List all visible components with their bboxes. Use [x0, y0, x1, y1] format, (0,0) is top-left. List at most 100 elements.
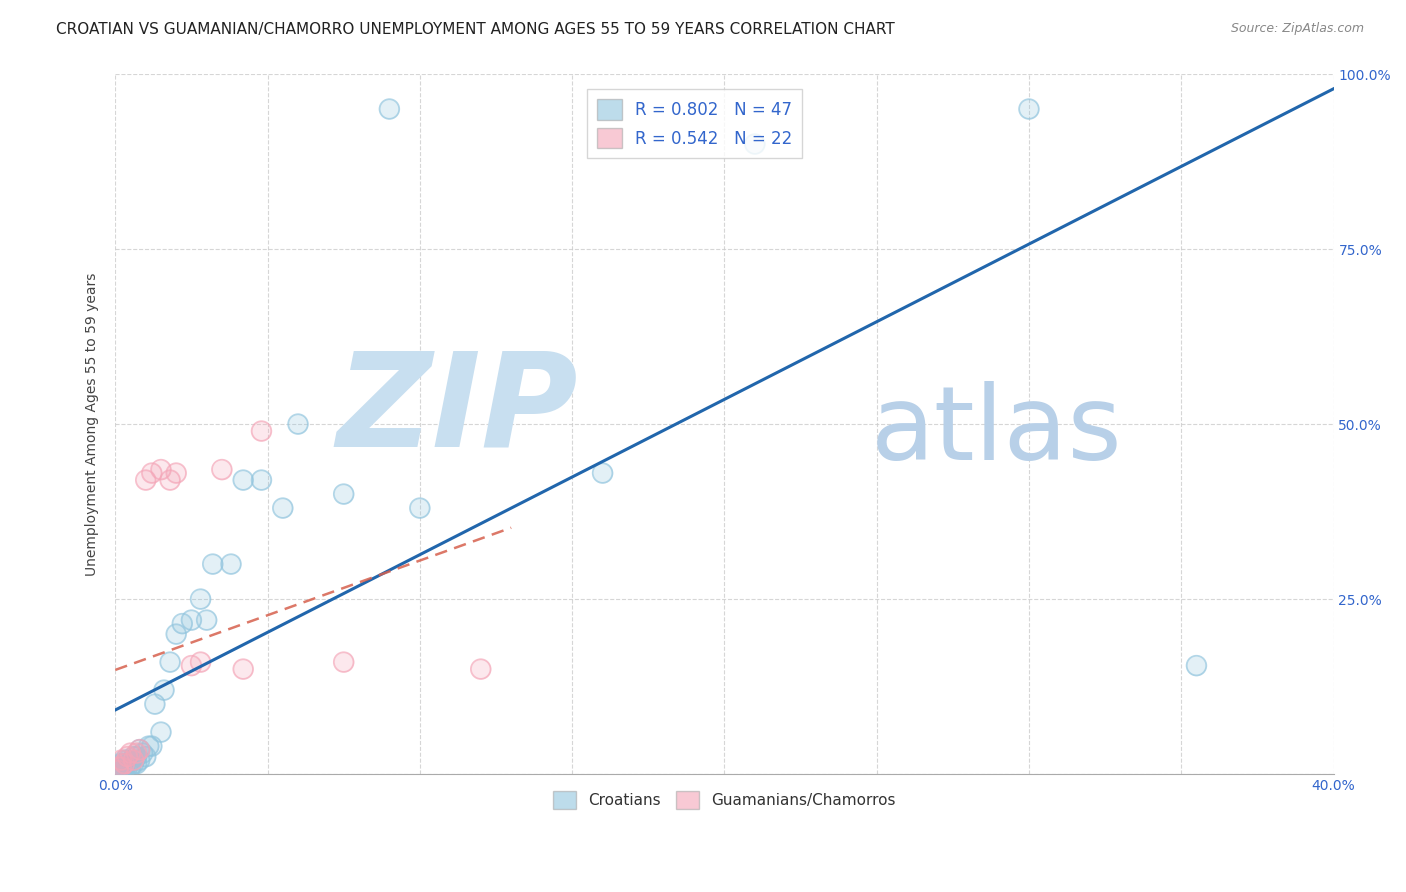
Point	[112, 756, 135, 771]
Point	[112, 756, 135, 771]
Point	[117, 760, 139, 774]
Point	[112, 756, 135, 771]
Point	[153, 683, 176, 698]
Point	[120, 746, 142, 760]
Point	[470, 662, 492, 676]
Point	[107, 764, 129, 778]
Point	[112, 764, 135, 778]
Point	[141, 739, 163, 753]
Point	[470, 662, 492, 676]
Point	[117, 753, 139, 767]
Point	[107, 764, 129, 778]
Point	[332, 487, 354, 501]
Point	[107, 760, 129, 774]
Point	[143, 697, 166, 711]
Point	[125, 746, 148, 760]
Point	[1018, 102, 1040, 116]
Point	[149, 725, 172, 739]
Point	[107, 764, 129, 778]
Point	[201, 557, 224, 571]
Point	[125, 749, 148, 764]
Point	[219, 557, 242, 571]
Point	[165, 466, 187, 480]
Point	[232, 473, 254, 487]
Point	[149, 725, 172, 739]
Point	[135, 473, 157, 487]
Point	[190, 592, 212, 607]
Text: atlas: atlas	[870, 381, 1122, 482]
Point	[128, 742, 150, 756]
Point	[107, 762, 129, 776]
Text: ZIP: ZIP	[336, 347, 578, 474]
Point	[409, 501, 432, 516]
Point	[110, 760, 132, 774]
Point	[112, 753, 135, 767]
Point	[143, 697, 166, 711]
Point	[107, 760, 129, 774]
Point	[125, 749, 148, 764]
Point	[180, 613, 202, 627]
Point	[110, 764, 132, 778]
Point	[125, 756, 148, 771]
Point	[232, 473, 254, 487]
Point	[110, 762, 132, 776]
Point	[409, 501, 432, 516]
Point	[110, 753, 132, 767]
Point	[232, 662, 254, 676]
Point	[120, 746, 142, 760]
Point	[271, 501, 294, 516]
Point	[744, 136, 766, 151]
Point	[141, 739, 163, 753]
Point	[159, 473, 181, 487]
Point	[141, 466, 163, 480]
Point	[378, 102, 401, 116]
Point	[128, 742, 150, 756]
Point	[180, 658, 202, 673]
Text: Source: ZipAtlas.com: Source: ZipAtlas.com	[1230, 22, 1364, 36]
Point	[128, 742, 150, 756]
Point	[195, 613, 218, 627]
Point	[122, 749, 145, 764]
Point	[250, 424, 273, 438]
Point	[271, 501, 294, 516]
Point	[110, 756, 132, 771]
Point	[211, 462, 233, 476]
Point	[287, 417, 309, 431]
Point	[153, 683, 176, 698]
Point	[1018, 102, 1040, 116]
Point	[117, 760, 139, 774]
Point	[107, 760, 129, 774]
Point	[122, 753, 145, 767]
Point	[112, 760, 135, 774]
Point	[117, 749, 139, 764]
Point	[165, 466, 187, 480]
Point	[120, 755, 142, 769]
Point	[211, 462, 233, 476]
Point	[172, 616, 194, 631]
Point	[159, 655, 181, 669]
Point	[122, 756, 145, 771]
Point	[219, 557, 242, 571]
Point	[110, 760, 132, 774]
Point	[107, 762, 129, 776]
Point	[592, 466, 614, 480]
Y-axis label: Unemployment Among Ages 55 to 59 years: Unemployment Among Ages 55 to 59 years	[86, 272, 100, 575]
Point	[250, 424, 273, 438]
Point	[110, 753, 132, 767]
Point	[250, 473, 273, 487]
Text: CROATIAN VS GUAMANIAN/CHAMORRO UNEMPLOYMENT AMONG AGES 55 TO 59 YEARS CORRELATIO: CROATIAN VS GUAMANIAN/CHAMORRO UNEMPLOYM…	[56, 22, 896, 37]
Point	[135, 749, 157, 764]
Point	[128, 753, 150, 767]
Point	[112, 753, 135, 767]
Point	[131, 746, 153, 760]
Point	[190, 592, 212, 607]
Point	[120, 755, 142, 769]
Point	[138, 739, 160, 753]
Point	[165, 627, 187, 641]
Point	[1185, 658, 1208, 673]
Point	[232, 662, 254, 676]
Point	[149, 462, 172, 476]
Point	[135, 749, 157, 764]
Point	[128, 742, 150, 756]
Point	[112, 756, 135, 771]
